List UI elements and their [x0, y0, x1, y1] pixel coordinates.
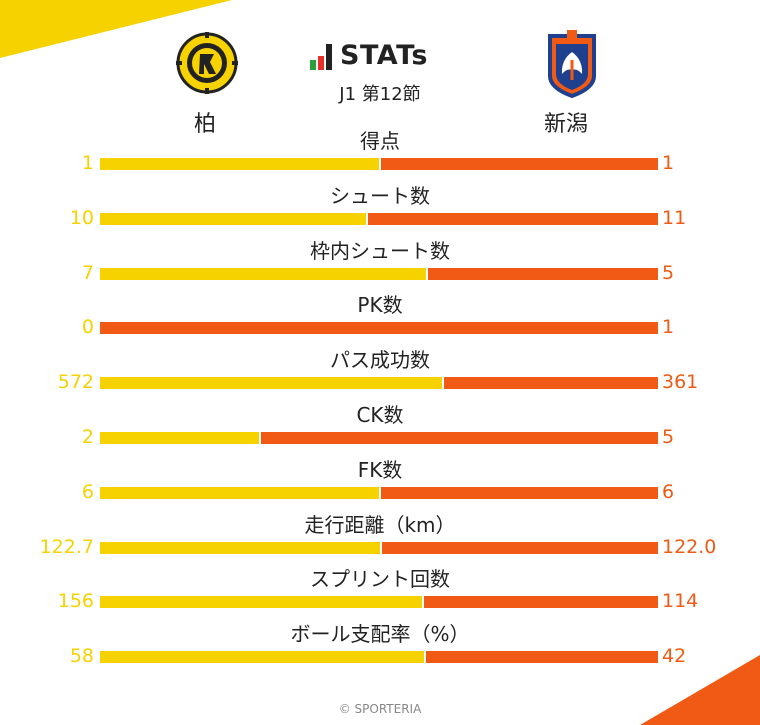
- home-team-name: 柏: [194, 112, 217, 137]
- stat-label: シュート数: [330, 183, 430, 208]
- home-value: 122.7: [39, 535, 94, 558]
- home-bar: [100, 432, 259, 444]
- away-value: 1: [662, 316, 675, 339]
- kashiwa-reysol-crest-icon: [176, 32, 238, 94]
- home-bar: [100, 212, 366, 225]
- home-value: 1: [81, 152, 94, 174]
- away-value: 361: [662, 371, 699, 394]
- away-bar: [381, 486, 658, 499]
- away-value: 1: [662, 152, 675, 174]
- away-bar: [368, 212, 658, 225]
- away-value: 122.0: [662, 535, 717, 558]
- albirex-niigata-crest-icon: [548, 30, 596, 98]
- stat-label: 得点: [360, 129, 400, 153]
- home-bar: [100, 158, 379, 170]
- home-value: 156: [57, 590, 94, 613]
- stat-label: パス成功数: [330, 348, 430, 373]
- stat-label: スプリント回数: [310, 567, 450, 592]
- away-value: 11: [662, 206, 687, 229]
- stat-label: CK数: [356, 403, 404, 427]
- home-bar: [100, 651, 424, 664]
- away-team-name: 新潟: [544, 112, 589, 137]
- away-value: 5: [662, 426, 675, 448]
- home-value: 572: [57, 371, 94, 394]
- home-value: 6: [81, 480, 94, 503]
- away-bar: [261, 432, 658, 444]
- home-value: 10: [69, 206, 94, 229]
- stats-logo: STATs: [310, 42, 428, 70]
- away-bar: [444, 377, 658, 390]
- home-value: 58: [69, 645, 94, 668]
- away-value: 42: [662, 645, 687, 668]
- corner-decoration-top-left: [0, 0, 232, 58]
- match-header: STATs J1 第12節 柏 新潟: [0, 0, 760, 140]
- logo-bars-icon: [310, 44, 334, 70]
- round-subtitle: J1 第12節: [339, 84, 421, 105]
- away-value: 6: [662, 480, 675, 503]
- stat-label: 走行距離（km）: [304, 512, 456, 537]
- away-bar: [428, 267, 658, 280]
- corner-decoration-bottom-right: [640, 655, 760, 725]
- away-bar: [426, 651, 658, 664]
- stat-label: PK数: [357, 293, 403, 318]
- home-bar: [100, 486, 379, 499]
- away-bar: [424, 596, 658, 609]
- home-value: 2: [81, 426, 94, 448]
- home-value: 7: [81, 261, 94, 284]
- away-value: 114: [662, 590, 699, 613]
- home-bar: [100, 267, 426, 280]
- stat-label: 枠内シュート数: [310, 238, 450, 263]
- logo-text: STATs: [340, 40, 428, 71]
- away-bar: [381, 158, 658, 170]
- home-bar: [100, 596, 422, 609]
- home-bar: [100, 541, 380, 554]
- footer-credit: © SPORTERIA: [338, 702, 422, 716]
- home-bar: [100, 377, 442, 390]
- stat-label: ボール支配率（%）: [290, 622, 470, 647]
- home-value: 0: [81, 316, 94, 339]
- away-bar: [100, 322, 658, 335]
- stat-label: FK数: [357, 457, 403, 482]
- away-bar: [382, 541, 658, 554]
- away-value: 5: [662, 261, 675, 284]
